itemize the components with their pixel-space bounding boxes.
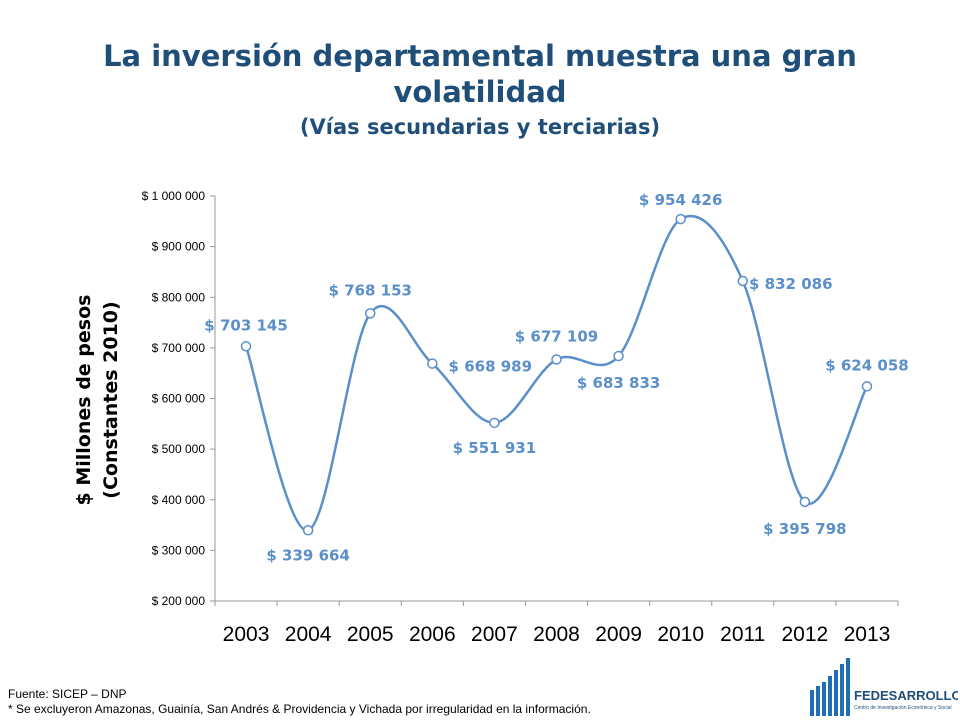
x-tick-label: 2012	[782, 623, 829, 646]
y-tick-label: $ 300 000	[152, 543, 206, 557]
data-label: $ 832 086	[749, 275, 833, 293]
x-tick-label: 2007	[471, 623, 518, 646]
data-label: $ 395 798	[763, 520, 847, 538]
data-label: $ 668 989	[449, 358, 533, 376]
y-tick-label: $ 500 000	[152, 442, 206, 456]
source-note: Fuente: SICEP – DNP	[8, 687, 127, 701]
x-tick-label: 2011	[720, 623, 765, 646]
data-label: $ 954 426	[639, 191, 723, 209]
data-label: $ 768 153	[328, 281, 412, 299]
x-tick-label: 2013	[844, 623, 891, 646]
data-point	[613, 350, 624, 362]
x-tick-label: 2005	[347, 623, 394, 646]
x-tick-label: 2010	[657, 623, 704, 646]
y-axis-label-line-1: $ Millones de pesos	[73, 295, 95, 506]
data-point	[861, 381, 873, 392]
y-tick-label: $ 700 000	[152, 341, 206, 355]
y-tick-label: $ 600 000	[152, 392, 206, 406]
y-tick-label: $ 200 000	[152, 594, 206, 608]
data-label: $ 683 833	[577, 374, 661, 392]
data-point	[489, 417, 500, 429]
y-axis-label-line-2: (Constantes 2010)	[100, 301, 122, 498]
data-label: $ 703 145	[204, 316, 288, 334]
data-point	[427, 358, 438, 369]
logo-tagline: Centro de Investigación Económica y Soci…	[854, 705, 952, 711]
page-title: La inversión departamental muestra una g…	[103, 39, 857, 109]
data-label: $ 339 664	[266, 546, 350, 564]
data-label: $ 677 109	[515, 327, 599, 345]
x-tick-label: 2006	[409, 623, 456, 646]
x-tick-label: 2004	[285, 623, 332, 646]
data-point	[675, 213, 686, 225]
y-tick-label: $ 900 000	[152, 240, 206, 254]
data-label: $ 551 931	[453, 439, 537, 457]
y-tick-label: $ 800 000	[152, 290, 206, 304]
data-point	[799, 496, 811, 508]
logo-wordmark: FEDESARROLLO	[854, 688, 958, 703]
x-tick-label: 2009	[595, 623, 642, 646]
y-tick-label: $ 1 000 000	[142, 189, 206, 203]
x-tick-label: 2008	[533, 623, 580, 646]
data-point	[240, 341, 252, 352]
x-tick-label: 2003	[223, 623, 270, 646]
series-line	[244, 214, 869, 532]
data-point	[551, 354, 562, 365]
data-label: $ 624 058	[825, 356, 909, 374]
data-point	[364, 308, 376, 319]
y-tick-label: $ 400 000	[152, 493, 206, 507]
exclusion-note: * Se excluyeron Amazonas, Guainía, San A…	[8, 702, 591, 716]
fedesarrollo-logo: FEDESARROLLO Centro de Investigación Eco…	[810, 658, 958, 716]
data-point	[302, 525, 314, 536]
data-point	[737, 275, 749, 287]
page-subtitle: (Vías secundarias y terciarias)	[299, 115, 661, 139]
